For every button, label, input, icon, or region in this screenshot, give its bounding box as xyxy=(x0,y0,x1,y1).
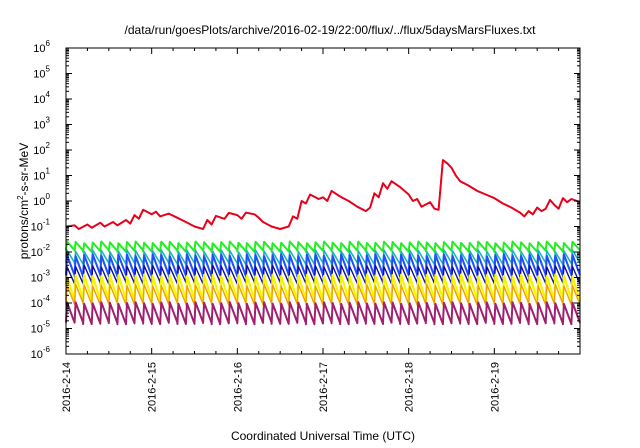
y-tick-exponent: 6 xyxy=(46,39,51,48)
x-axis-ticks: 2016-2-14 2016-2-15 2016-2-16 2016-2-17 2016… xyxy=(61,48,560,412)
y-tick-base: 10 xyxy=(31,222,43,234)
y-tick-exponent: 0 xyxy=(46,192,51,201)
y-tick-label: 106 xyxy=(33,39,50,55)
y-tick-exponent: -2 xyxy=(43,243,51,252)
y-tick-exponent: -3 xyxy=(43,269,51,278)
y-tick-label: 103 xyxy=(33,116,50,132)
y-tick-base: 10 xyxy=(33,171,45,183)
chart-title: /data/run/goesPlots/archive/2016-02-19/2… xyxy=(125,23,537,37)
y-tick-exponent: -6 xyxy=(43,345,51,354)
y-tick-base: 10 xyxy=(31,349,43,361)
y-tick-base: 10 xyxy=(33,196,45,208)
y-tick-base: 10 xyxy=(31,324,43,336)
x-tick-label: 2016-2-19 xyxy=(489,362,501,412)
y-tick-label: 102 xyxy=(33,141,50,157)
y-tick-base: 10 xyxy=(31,298,43,310)
x-tick-label: 2016-2-17 xyxy=(318,362,330,412)
x-tick-label: 2016-2-18 xyxy=(404,362,416,412)
y-axis-label-prefix: protons/cm xyxy=(17,200,31,259)
y-axis-label: protons/cm2-s-sr-MeV xyxy=(16,143,31,259)
y-tick-label: 10-3 xyxy=(31,269,51,285)
x-tick-label: 2016-2-15 xyxy=(147,362,159,412)
y-tick-exponent: 3 xyxy=(46,116,51,125)
y-tick-exponent: 5 xyxy=(46,65,51,74)
y-axis-label-suffix: -s-sr-MeV xyxy=(17,143,31,196)
x-tick-label: 2016-2-16 xyxy=(232,362,244,412)
y-tick-label: 10-1 xyxy=(31,218,51,234)
y-tick-base: 10 xyxy=(31,273,43,285)
plot-series xyxy=(64,159,582,326)
y-tick-label: 10-4 xyxy=(31,294,51,310)
y-tick-label: 10-2 xyxy=(31,243,51,259)
series-line-2 xyxy=(65,240,581,253)
y-tick-exponent: 1 xyxy=(46,167,51,176)
y-tick-label: 10-5 xyxy=(31,320,51,336)
y-axis-ticks: 10-610-510-410-310-210-11001011021031041… xyxy=(31,39,580,361)
y-tick-label: 105 xyxy=(33,65,50,81)
y-tick-base: 10 xyxy=(33,43,45,55)
y-tick-exponent: -4 xyxy=(43,294,51,303)
y-tick-base: 10 xyxy=(31,247,43,259)
y-tick-exponent: 2 xyxy=(46,141,51,150)
y-tick-base: 10 xyxy=(33,145,45,157)
y-tick-label: 101 xyxy=(33,167,50,183)
y-tick-base: 10 xyxy=(33,69,45,81)
y-tick-label: 10-6 xyxy=(31,345,51,361)
y-tick-label: 104 xyxy=(33,90,50,106)
x-tick-label: 2016-2-14 xyxy=(61,362,73,412)
y-tick-exponent: -1 xyxy=(43,218,51,227)
y-tick-exponent: 4 xyxy=(46,90,51,99)
y-tick-label: 100 xyxy=(33,192,50,208)
series-line-8 xyxy=(65,301,581,326)
y-tick-base: 10 xyxy=(33,94,45,106)
series-line-1 xyxy=(65,159,581,230)
y-axis-label-superscript: 2 xyxy=(16,195,25,200)
x-axis-label: Coordinated Universal Time (UTC) xyxy=(231,429,415,443)
y-tick-base: 10 xyxy=(33,120,45,132)
y-tick-exponent: -5 xyxy=(43,320,51,329)
